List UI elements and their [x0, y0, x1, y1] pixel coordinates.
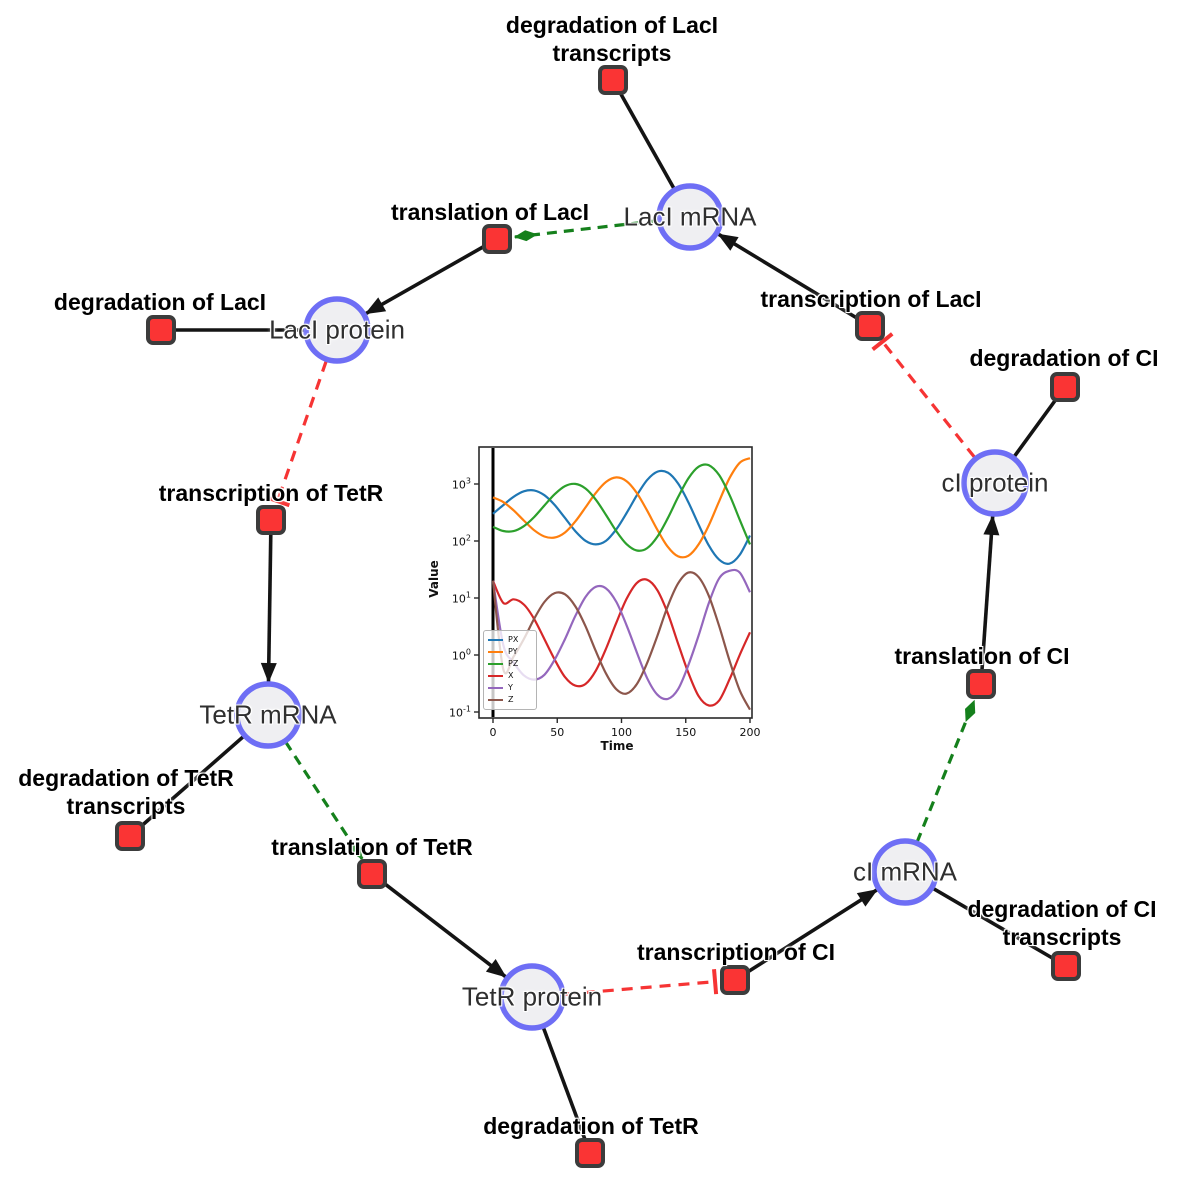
reaction-node-deg_tetr	[575, 1138, 605, 1168]
chart-series-Z	[491, 571, 751, 711]
production-edge-transcr_laci-to-laci_mrna	[717, 232, 871, 328]
reaction-node-deg_tetr_tr	[115, 821, 145, 851]
chart-legend: PX PY PZ X Y Z	[483, 630, 537, 710]
species-label-ci_mrna: cI mRNA	[853, 856, 957, 887]
y-tick-label: 10-1	[449, 704, 471, 720]
reaction-label-deg_tetr_tr: degradation of TetR transcripts	[18, 765, 234, 819]
reaction-label-transcr_laci: transcription of LacI	[760, 286, 982, 312]
chart-axes-frame	[478, 446, 753, 719]
y-tick-label: 102	[451, 533, 471, 549]
legend-swatch-Y	[488, 687, 503, 689]
reaction-node-deg_laci	[146, 315, 176, 345]
production-edge-transcr_tetr-to-tetr_mrna	[260, 519, 277, 684]
chart-series-X	[491, 578, 752, 707]
species-node-ci_mrna	[871, 838, 939, 906]
legend-label-PY: PY	[508, 647, 518, 656]
legend-swatch-PZ	[488, 663, 503, 665]
inhibition-edge-ci_protein-to-transcr_laci	[871, 332, 976, 459]
reaction-label-transl_tetr: translation of TetR	[271, 834, 473, 860]
reaction-node-layer	[115, 65, 1081, 1168]
reaction-node-transl_tetr	[357, 859, 387, 889]
x-tick-label: 50	[550, 726, 565, 739]
legend-label-Z: Z	[508, 695, 514, 704]
chart-x-axis-label: Time	[600, 739, 634, 753]
legend-row-Z: Z	[488, 694, 532, 706]
legend-row-Y: Y	[488, 682, 532, 694]
legend-row-PX: PX	[488, 634, 532, 646]
legend-label-PX: PX	[508, 635, 519, 644]
production-edge-transl_tetr-to-tetr_protein	[370, 872, 507, 979]
reaction-label-deg_laci: degradation of LacI	[53, 289, 267, 315]
species-label-ci_protein: cI protein	[941, 467, 1049, 498]
legend-row-PZ: PZ	[488, 658, 532, 670]
species-label-laci_mrna: LacI mRNA	[623, 201, 757, 232]
x-tick-label: 200	[739, 726, 761, 739]
species-node-tetr_protein	[498, 963, 566, 1031]
y-tick-label: 100	[451, 647, 471, 663]
production-edge-transl_laci-to-laci_protein	[364, 237, 498, 316]
species-node-tetr_mrna	[234, 681, 302, 749]
reaction-node-transcr_laci	[855, 311, 885, 341]
production-edge-transl_ci-to-ci_protein	[979, 514, 1000, 685]
modifier-edge-laci_mrna-to-transl_laci	[513, 219, 659, 242]
reaction-node-deg_ci	[1050, 372, 1080, 402]
legend-row-PY: PY	[488, 646, 532, 658]
chart-y-axis-label: Value	[427, 560, 441, 598]
reaction-node-transl_ci	[966, 669, 996, 699]
inhibition-edge-laci_protein-to-transcr_tetr	[265, 360, 328, 508]
legend-row-X: X	[488, 670, 532, 682]
species-node-laci_protein	[303, 296, 371, 364]
legend-swatch-X	[488, 675, 503, 677]
y-tick-label: 101	[451, 590, 471, 606]
chart-series-PY	[492, 457, 751, 559]
legend-label-PZ: PZ	[508, 659, 519, 668]
reaction-node-transl_laci	[482, 224, 512, 254]
reaction-label-transcr_ci: transcription of CI	[636, 939, 836, 965]
reaction-label-deg_ci: degradation of CI	[969, 345, 1159, 371]
legend-swatch-PX	[488, 639, 503, 641]
x-tick-label: 0	[489, 726, 497, 739]
reaction-label-deg_ci_tr: degradation of CI transcripts	[967, 896, 1157, 950]
inhibition-edge-tetr_protein-to-transcr_ci	[564, 969, 719, 996]
species-node-laci_mrna	[656, 183, 724, 251]
reaction-node-deg_ci_tr	[1051, 951, 1081, 981]
x-tick-label: 150	[675, 726, 697, 739]
species-label-tetr_mrna: TetR mRNA	[199, 699, 337, 730]
reaction-node-transcr_ci	[720, 965, 750, 995]
chart-svg	[474, 446, 753, 723]
modifier-edge-tetr_mrna-to-transl_tetr	[284, 740, 364, 860]
legend-label-Y: Y	[508, 683, 513, 692]
reaction-node-deg_laci_tr	[598, 65, 628, 95]
reaction-node-transcr_tetr	[256, 505, 286, 535]
y-tick-label: 103	[451, 476, 471, 492]
x-tick-label: 100	[611, 726, 632, 739]
chart-series-PZ	[492, 463, 752, 552]
species-label-laci_protein: LacI protein	[269, 314, 405, 345]
legend-swatch-Z	[488, 699, 503, 701]
reaction-label-deg_laci_tr: degradation of LacI transcripts	[505, 12, 719, 66]
production-edge-transcr_ci-to-ci_mrna	[734, 888, 879, 982]
reaction-label-transl_ci: translation of CI	[894, 643, 1070, 669]
reaction-label-transcr_tetr: transcription of TetR	[158, 480, 384, 506]
reaction-label-transl_laci: translation of LacI	[390, 199, 590, 225]
species-label-tetr_protein: TetR protein	[461, 981, 603, 1012]
legend-swatch-PY	[488, 651, 503, 653]
modifier-edge-ci_mrna-to-transl_ci	[915, 699, 976, 843]
timecourse-inset-chart: 0 50 100 150 200 103 102 101 100 10-1 Time Value …	[420, 435, 775, 770]
reaction-label-deg_tetr: degradation of TetR	[483, 1113, 699, 1139]
species-node-layer	[234, 183, 1029, 1031]
species-node-ci_protein	[961, 449, 1029, 517]
legend-label-X: X	[508, 671, 514, 680]
chart-series-PX	[492, 469, 751, 565]
